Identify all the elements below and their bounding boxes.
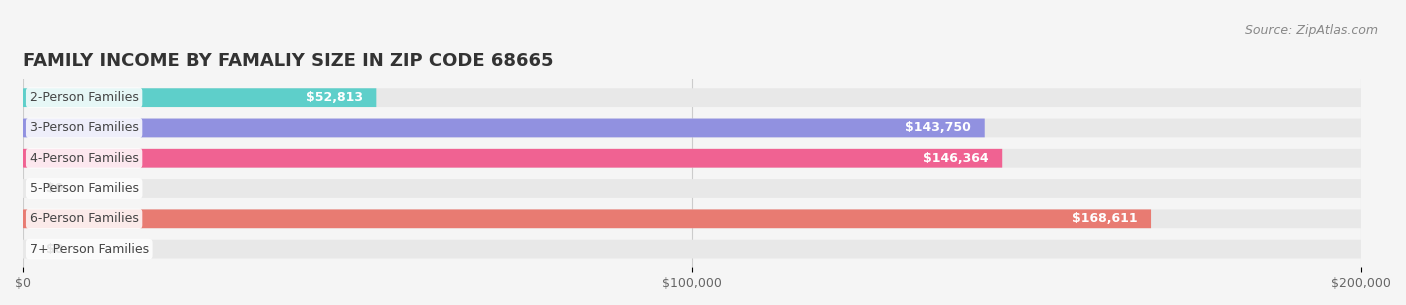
Text: 2-Person Families: 2-Person Families — [30, 91, 139, 104]
Text: $143,750: $143,750 — [905, 121, 972, 135]
FancyBboxPatch shape — [22, 149, 1002, 168]
FancyBboxPatch shape — [22, 210, 1361, 228]
Text: $52,813: $52,813 — [307, 91, 363, 104]
FancyBboxPatch shape — [22, 179, 1361, 198]
Text: Source: ZipAtlas.com: Source: ZipAtlas.com — [1244, 24, 1378, 38]
Text: FAMILY INCOME BY FAMALIY SIZE IN ZIP CODE 68665: FAMILY INCOME BY FAMALIY SIZE IN ZIP COD… — [22, 52, 554, 70]
Text: $0: $0 — [46, 242, 63, 256]
FancyBboxPatch shape — [22, 149, 1361, 168]
Text: 5-Person Families: 5-Person Families — [30, 182, 139, 195]
FancyBboxPatch shape — [22, 210, 1152, 228]
Text: 6-Person Families: 6-Person Families — [30, 212, 139, 225]
FancyBboxPatch shape — [22, 119, 1361, 137]
Text: $168,611: $168,611 — [1071, 212, 1137, 225]
Text: $146,364: $146,364 — [924, 152, 988, 165]
FancyBboxPatch shape — [22, 88, 377, 107]
Text: 3-Person Families: 3-Person Families — [30, 121, 139, 135]
Text: 4-Person Families: 4-Person Families — [30, 152, 139, 165]
Text: 7+ Person Families: 7+ Person Families — [30, 242, 149, 256]
FancyBboxPatch shape — [22, 240, 1361, 259]
FancyBboxPatch shape — [22, 88, 1361, 107]
FancyBboxPatch shape — [22, 119, 984, 137]
Text: $0: $0 — [46, 182, 63, 195]
